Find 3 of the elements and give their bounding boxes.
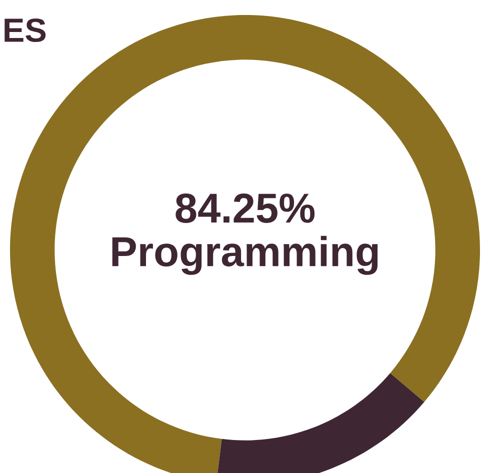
text: ES <box>4 18 46 42</box>
data-label: 84.25% <box>176 193 315 223</box>
slice-label: Programming <box>112 236 378 275</box>
